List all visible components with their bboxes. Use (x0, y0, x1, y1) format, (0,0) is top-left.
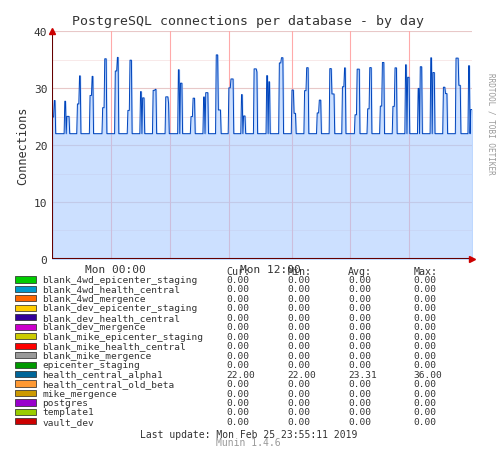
Text: 22.00: 22.00 (226, 370, 255, 379)
Text: 36.00: 36.00 (414, 370, 442, 379)
Text: 0.00: 0.00 (226, 285, 249, 294)
Text: 0.00: 0.00 (348, 313, 371, 322)
Text: 0.00: 0.00 (414, 313, 436, 322)
Text: epicenter_staging: epicenter_staging (42, 360, 140, 369)
Text: blank_4wd_epicenter_staging: blank_4wd_epicenter_staging (42, 275, 197, 284)
Text: blank_mike_epicenter_staging: blank_mike_epicenter_staging (42, 332, 203, 341)
Text: 0.00: 0.00 (226, 332, 249, 341)
Text: 0.00: 0.00 (414, 285, 436, 294)
Text: 0.00: 0.00 (348, 417, 371, 426)
Text: 0.00: 0.00 (414, 304, 436, 313)
Text: 0.00: 0.00 (348, 285, 371, 294)
Text: 0.00: 0.00 (287, 285, 310, 294)
Text: blank_dev_mergence: blank_dev_mergence (42, 323, 146, 331)
Text: 0.00: 0.00 (348, 360, 371, 369)
Text: health_central_alpha1: health_central_alpha1 (42, 370, 163, 379)
Text: vault_dev: vault_dev (42, 417, 94, 426)
Text: Munin 1.4.6: Munin 1.4.6 (216, 437, 281, 447)
Text: 0.00: 0.00 (226, 360, 249, 369)
Text: template1: template1 (42, 408, 94, 416)
Text: 0.00: 0.00 (226, 323, 249, 331)
Text: 0.00: 0.00 (414, 341, 436, 350)
Text: 0.00: 0.00 (287, 417, 310, 426)
Y-axis label: Connections: Connections (17, 106, 30, 185)
Text: 0.00: 0.00 (414, 389, 436, 397)
Text: 0.00: 0.00 (287, 275, 310, 284)
Text: 0.00: 0.00 (348, 323, 371, 331)
Text: 0.00: 0.00 (348, 332, 371, 341)
Text: 0.00: 0.00 (287, 323, 310, 331)
Text: 0.00: 0.00 (287, 304, 310, 313)
Text: 0.00: 0.00 (287, 313, 310, 322)
Text: Avg:: Avg: (348, 266, 372, 276)
Text: 0.00: 0.00 (414, 379, 436, 388)
Text: 0.00: 0.00 (287, 389, 310, 397)
Text: 0.00: 0.00 (348, 275, 371, 284)
Text: blank_dev_health_central: blank_dev_health_central (42, 313, 180, 322)
Text: 0.00: 0.00 (287, 360, 310, 369)
Text: blank_dev_epicenter_staging: blank_dev_epicenter_staging (42, 304, 197, 313)
Text: 0.00: 0.00 (414, 323, 436, 331)
Text: 0.00: 0.00 (226, 341, 249, 350)
Text: 0.00: 0.00 (348, 408, 371, 416)
Text: PostgreSQL connections per database - by day: PostgreSQL connections per database - by… (73, 15, 424, 28)
Text: 0.00: 0.00 (414, 332, 436, 341)
Text: 0.00: 0.00 (414, 351, 436, 360)
Text: blank_mike_mergence: blank_mike_mergence (42, 351, 152, 360)
Text: 0.00: 0.00 (348, 398, 371, 407)
Text: 0.00: 0.00 (287, 294, 310, 303)
Text: 0.00: 0.00 (287, 408, 310, 416)
Text: 0.00: 0.00 (414, 275, 436, 284)
Text: Max:: Max: (414, 266, 437, 276)
Text: mike_mergence: mike_mergence (42, 389, 117, 397)
Text: 0.00: 0.00 (226, 275, 249, 284)
Text: 0.00: 0.00 (287, 398, 310, 407)
Text: 0.00: 0.00 (226, 389, 249, 397)
Text: 0.00: 0.00 (348, 341, 371, 350)
Text: 0.00: 0.00 (348, 379, 371, 388)
Text: Last update: Mon Feb 25 23:55:11 2019: Last update: Mon Feb 25 23:55:11 2019 (140, 429, 357, 439)
Text: 0.00: 0.00 (226, 294, 249, 303)
Text: 0.00: 0.00 (226, 408, 249, 416)
Text: 0.00: 0.00 (348, 351, 371, 360)
Text: 0.00: 0.00 (226, 304, 249, 313)
Text: 0.00: 0.00 (348, 389, 371, 397)
Text: Cur:: Cur: (226, 266, 250, 276)
Text: 23.31: 23.31 (348, 370, 377, 379)
Text: 0.00: 0.00 (414, 398, 436, 407)
Text: 0.00: 0.00 (287, 351, 310, 360)
Text: 0.00: 0.00 (414, 294, 436, 303)
Text: 0.00: 0.00 (348, 294, 371, 303)
Text: 22.00: 22.00 (287, 370, 316, 379)
Text: 0.00: 0.00 (414, 417, 436, 426)
Text: blank_4wd_mergence: blank_4wd_mergence (42, 294, 146, 303)
Text: Min:: Min: (287, 266, 311, 276)
Text: 0.00: 0.00 (226, 379, 249, 388)
Text: 0.00: 0.00 (414, 360, 436, 369)
Text: health_central_old_beta: health_central_old_beta (42, 379, 174, 388)
Text: RRDTOOL / TOBI OETIKER: RRDTOOL / TOBI OETIKER (487, 73, 496, 175)
Text: 0.00: 0.00 (287, 332, 310, 341)
Text: 0.00: 0.00 (226, 351, 249, 360)
Text: 0.00: 0.00 (287, 379, 310, 388)
Text: postgres: postgres (42, 398, 88, 407)
Text: 0.00: 0.00 (348, 304, 371, 313)
Text: 0.00: 0.00 (226, 398, 249, 407)
Text: 0.00: 0.00 (226, 417, 249, 426)
Text: blank_4wd_health_central: blank_4wd_health_central (42, 285, 180, 294)
Text: 0.00: 0.00 (287, 341, 310, 350)
Text: 0.00: 0.00 (226, 313, 249, 322)
Text: 0.00: 0.00 (414, 408, 436, 416)
Text: blank_mike_health_central: blank_mike_health_central (42, 341, 186, 350)
